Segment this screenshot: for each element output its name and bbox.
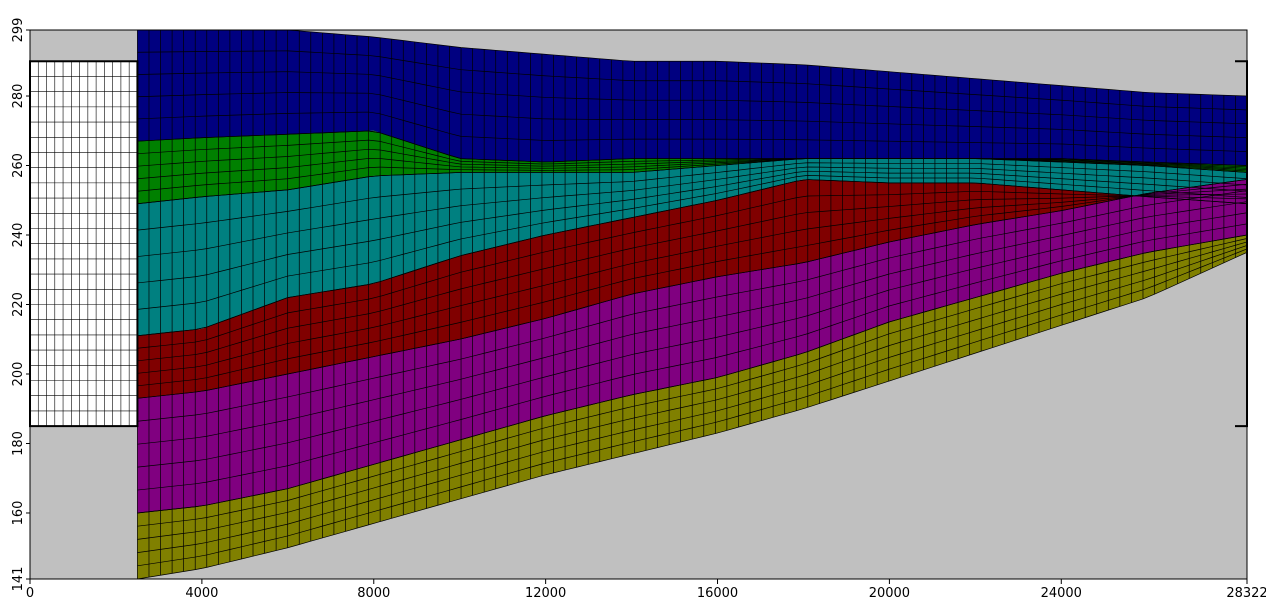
x-tick-label: 28322	[1226, 586, 1266, 601]
y-tick-label: 200	[11, 362, 26, 387]
y-tick-label: 220	[11, 292, 26, 317]
x-tick-label: 16000	[697, 586, 738, 601]
y-tick-label: 180	[11, 431, 26, 456]
x-tick-label: 0	[26, 586, 34, 601]
y-tick-label: 141	[11, 567, 26, 592]
y-tick-label: 240	[11, 223, 26, 248]
x-tick-label: 12000	[525, 586, 566, 601]
y-tick-label: 299	[11, 18, 26, 43]
x-tick-label: 4000	[185, 586, 218, 601]
x-tick-label: 8000	[357, 586, 390, 601]
x-tick-label: 20000	[869, 586, 910, 601]
y-tick-label: 160	[11, 501, 26, 526]
y-tick-label: 260	[11, 153, 26, 178]
y-tick-label: 280	[11, 84, 26, 109]
x-tick-label: 24000	[1041, 586, 1082, 601]
